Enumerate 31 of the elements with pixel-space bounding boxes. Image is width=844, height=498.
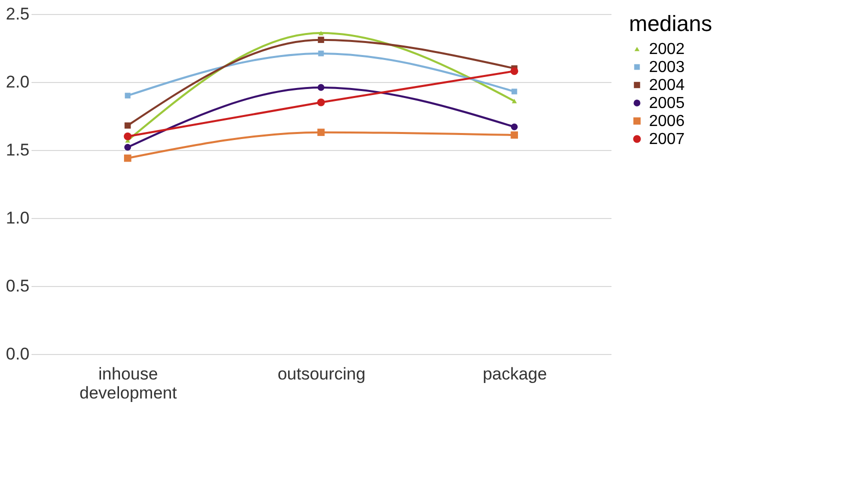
legend-label: 2005: [649, 95, 685, 112]
point: [510, 131, 518, 139]
point: [124, 92, 130, 98]
point: [318, 36, 324, 43]
legend-label: 2006: [649, 113, 685, 130]
y-tick-label: 1.0: [6, 208, 30, 228]
point: [512, 88, 518, 94]
legend-label: 2007: [649, 131, 685, 148]
point: [124, 122, 131, 129]
y-tick-label: 2.5: [6, 4, 30, 24]
legend-label: 2003: [649, 59, 685, 76]
legend-label: 2004: [649, 77, 685, 94]
legend-title: medians: [629, 11, 712, 36]
point: [124, 154, 132, 162]
point: [318, 50, 324, 56]
legend-label: 2002: [649, 41, 685, 58]
point: [512, 98, 517, 104]
point: [317, 98, 325, 106]
x-tick-label: outsourcing: [278, 364, 366, 384]
x-tick-label: package: [482, 364, 547, 384]
point: [510, 67, 518, 75]
y-tick-label: 0.5: [6, 276, 30, 296]
y-tick-label: 1.5: [6, 140, 30, 160]
y-tick-label: 2.0: [6, 72, 30, 92]
point: [510, 123, 518, 130]
point: [124, 144, 132, 151]
point: [124, 132, 132, 140]
point: [318, 84, 324, 91]
point: [317, 128, 325, 136]
y-tick-label: 0.0: [6, 344, 30, 364]
x-tick-label: inhouse development: [79, 364, 178, 402]
